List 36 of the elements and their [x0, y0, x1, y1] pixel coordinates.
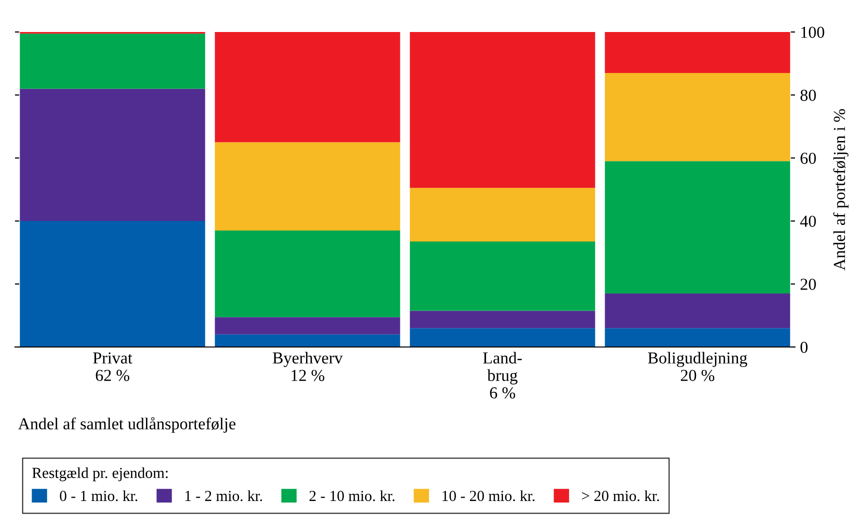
x-axis-title: Andel af samlet udlånsportefølje [18, 417, 236, 433]
bar [410, 328, 596, 347]
legend-label: 10 - 20 mio. kr. [442, 490, 534, 502]
y-tick-label: 80 [800, 90, 816, 101]
y-tick-label: 20 [800, 278, 816, 290]
x-tick-label: Privat 62 % [93, 352, 132, 382]
legend-label: 1 - 2 mio. kr. [185, 490, 262, 502]
bar [214, 142, 400, 230]
bar [214, 334, 400, 347]
y-tick-label: 0 [800, 342, 808, 353]
y-tick-label: 100 [801, 26, 824, 38]
legend-title: Restgæld pr. ejendom: [32, 467, 168, 482]
bar [214, 32, 400, 142]
bar [20, 221, 206, 347]
y-tick-label: 60 [800, 152, 816, 164]
bar [604, 72, 790, 162]
bar [604, 293, 790, 328]
bar [214, 317, 400, 334]
legend-label: 0 - 1 mio. kr. [60, 490, 138, 502]
bar [604, 161, 790, 294]
bar [410, 241, 596, 311]
bar [604, 328, 790, 347]
legend-label: > 20 mio. kr. [582, 490, 659, 502]
x-tick-label: Boligudlejning 20 % [648, 352, 748, 382]
bar [20, 34, 206, 89]
bar [214, 230, 400, 318]
x-tick-label: Byerhverv 12 % [272, 352, 343, 382]
bar [410, 310, 596, 328]
bar [604, 32, 790, 73]
bar [410, 32, 596, 188]
y-tick-label: 40 [800, 216, 816, 227]
y-axis-title: Andel af porteføljen i % [833, 109, 848, 270]
bar [20, 88, 206, 221]
bar [410, 188, 596, 242]
legend-label: 2 - 10 mio. kr. [310, 490, 394, 502]
x-tick-label: Land- brug 6 % [483, 352, 522, 399]
